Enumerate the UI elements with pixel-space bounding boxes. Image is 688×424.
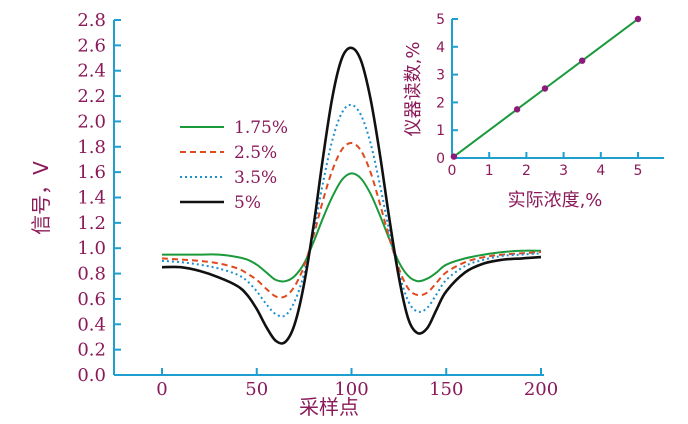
- inset-y-tick-label: 4: [436, 40, 445, 56]
- inset-y-ticks: 0 1 2 3 4 5: [436, 12, 458, 167]
- inset-chart: 0 1 2 3 4 5 0 1 2 3 4 5 实际浓度,% 仪器读数,%: [403, 12, 664, 211]
- inset-y-tick-label: 0: [436, 151, 445, 167]
- main-y-tick-label: 0.4: [77, 314, 106, 335]
- main-y-tick-label: 1.6: [77, 162, 106, 183]
- main-y-tick-label: 0.8: [77, 264, 106, 285]
- main-x-axis-title: 采样点: [299, 395, 359, 419]
- series-line-2: [161, 141, 542, 299]
- main-x-tick-label: 50: [245, 379, 268, 400]
- main-y-tick-label: 2.6: [77, 35, 106, 56]
- inset-data-point: [634, 15, 642, 23]
- inset-x-tick-label: 0: [448, 163, 457, 179]
- inset-data-point: [450, 153, 458, 160]
- main-y-tick-label: 0.6: [77, 289, 106, 310]
- inset-y-tick-label: 5: [436, 12, 445, 28]
- inset-x-axis-title: 实际浓度,%: [508, 190, 603, 211]
- main-y-tick-label: 1.4: [77, 188, 106, 209]
- main-y-tick-label: 1.2: [77, 213, 106, 234]
- main-y-axis-title: 信号，V: [29, 161, 53, 235]
- main-y-tick-label: 0.2: [77, 340, 106, 361]
- series-line-4: [161, 46, 542, 345]
- inset-y-tick-label: 1: [436, 123, 445, 139]
- legend-label: 5%: [234, 193, 261, 213]
- main-series-group: [161, 46, 542, 345]
- main-y-tick-label: 0.0: [77, 365, 106, 386]
- main-y-tick-label: 2.0: [77, 111, 106, 132]
- inset-data-point: [513, 106, 521, 113]
- inset-series-group: [450, 15, 642, 160]
- main-x-tick-label: 0: [156, 379, 167, 400]
- inset-x-tick-label: 2: [522, 163, 531, 179]
- main-y-ticks: 0.0 0.2 0.4 0.6 0.8 1.0 1.2 1.4 1.6 1.8 2.0 2.2 2.4 2…: [77, 10, 121, 386]
- main-y-tick-label: 2.8: [77, 10, 106, 31]
- inset-y-axis-title: 仪器读数,%: [403, 42, 424, 137]
- legend: 1.75% 2.5% 3.5% 5%: [180, 118, 288, 213]
- inset-x-tick-label: 4: [596, 163, 605, 179]
- inset-y-tick-label: 2: [436, 95, 445, 111]
- legend-label: 3.5%: [234, 168, 277, 188]
- inset-data-point: [579, 57, 586, 64]
- main-y-tick-label: 2.2: [77, 86, 106, 107]
- legend-label: 1.75%: [234, 118, 288, 138]
- inset-x-tick-label: 5: [634, 163, 643, 179]
- main-x-tick-label: 150: [429, 379, 463, 400]
- inset-data-point: [541, 85, 549, 92]
- main-x-ticks: 0 50 100 150 200: [156, 368, 558, 400]
- series-line-3: [161, 103, 542, 318]
- inset-x-tick-label: 3: [559, 163, 568, 179]
- main-x-tick-label: 200: [524, 379, 558, 400]
- inset-x-tick-label: 1: [485, 163, 494, 179]
- series-line-1: [161, 172, 542, 283]
- main-chart: 0.0 0.2 0.4 0.6 0.8 1.0 1.2 1.4 1.6 1.8 2.0 2.2 2.4 2…: [29, 10, 558, 419]
- inset-x-ticks: 0 1 2 3 4 5: [448, 152, 643, 179]
- main-y-tick-label: 2.4: [77, 61, 106, 82]
- main-x-tick-label: 100: [334, 379, 368, 400]
- inset-y-tick-label: 3: [436, 68, 445, 84]
- legend-label: 2.5%: [234, 143, 277, 163]
- main-y-tick-label: 1.0: [77, 238, 106, 259]
- main-y-tick-label: 1.8: [77, 137, 106, 158]
